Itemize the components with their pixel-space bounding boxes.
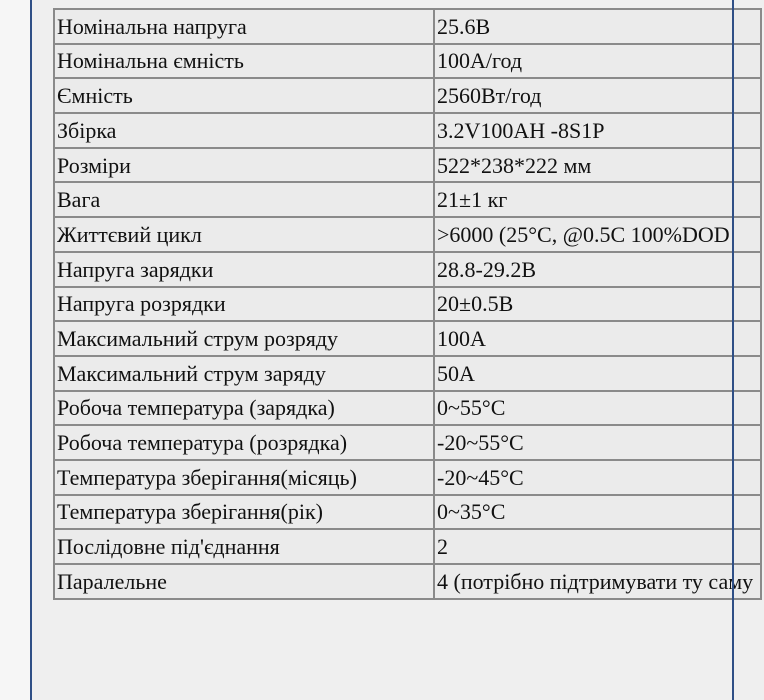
table-row: Напруга зарядки 28.8-29.2В bbox=[53, 250, 762, 288]
table-row: Розміри 522*238*222 мм bbox=[53, 146, 762, 184]
spec-value: 100А/год bbox=[433, 42, 762, 80]
spec-label: Максимальний струм заряду bbox=[53, 354, 435, 392]
table-row: Ємність 2560Вт/год bbox=[53, 77, 762, 115]
spec-label: Температура зберігання(рік) bbox=[53, 493, 435, 531]
spec-label: Температура зберігання(місяць) bbox=[53, 458, 435, 496]
spec-value: 28.8-29.2В bbox=[433, 250, 762, 288]
table-row: Послідовне під'єднання 2 bbox=[53, 528, 762, 565]
table-row: Максимальний струм розряду 100А bbox=[53, 320, 762, 357]
table-row: Температура зберігання(рік) 0~35°C bbox=[53, 493, 762, 531]
left-guide-line bbox=[30, 0, 32, 700]
spec-label: Послідовне під'єднання bbox=[53, 528, 435, 565]
right-guide-line bbox=[732, 0, 734, 700]
spec-value: 0~35°C bbox=[433, 493, 762, 531]
spec-value: >6000 (25°C, @0.5C 100%DOD bbox=[433, 216, 762, 253]
spec-label: Номінальна ємність bbox=[53, 42, 435, 80]
table-row: Життєвий цикл >6000 (25°C, @0.5C 100%DOD bbox=[53, 216, 762, 253]
spec-label: Напруга зарядки bbox=[53, 250, 435, 288]
spec-value: 3.2V100AH -8S1P bbox=[433, 112, 762, 149]
table-row: Напруга розрядки 20±0.5В bbox=[53, 285, 762, 323]
spec-value: 4 (потрібно підтримувати ту саму bbox=[433, 563, 762, 600]
spec-label: Максимальний струм розряду bbox=[53, 320, 435, 357]
spec-label: Розміри bbox=[53, 146, 435, 184]
spec-table: Номінальна напруга 25.6В Номінальна ємніст… bbox=[53, 8, 762, 600]
spec-value: 2560Вт/год bbox=[433, 77, 762, 115]
spec-value: 21±1 кг bbox=[433, 181, 762, 219]
spec-label: Напруга розрядки bbox=[53, 285, 435, 323]
table-row: Максимальний струм заряду 50А bbox=[53, 354, 762, 392]
spec-value: -20~45°C bbox=[433, 458, 762, 496]
spec-value: 100А bbox=[433, 320, 762, 357]
table-row: Температура зберігання(місяць) -20~45°C bbox=[53, 458, 762, 496]
spec-label: Збірка bbox=[53, 112, 435, 149]
table-row: Робоча температура (розрядка) -20~55°C bbox=[53, 424, 762, 461]
table-row: Номінальна ємність 100А/год bbox=[53, 42, 762, 80]
spec-value: 20±0.5В bbox=[433, 285, 762, 323]
table-row: Номінальна напруга 25.6В bbox=[53, 8, 762, 45]
table-row: Вага 21±1 кг bbox=[53, 181, 762, 219]
spec-value: 50А bbox=[433, 354, 762, 392]
spec-label: Життєвий цикл bbox=[53, 216, 435, 253]
table-row: Паралельне 4 (потрібно підтримувати ту са… bbox=[53, 563, 762, 600]
spec-label: Вага bbox=[53, 181, 435, 219]
spec-value: 2 bbox=[433, 528, 762, 565]
spec-value: 25.6В bbox=[433, 8, 762, 45]
spec-table-body: Номінальна напруга 25.6В Номінальна ємніст… bbox=[53, 8, 762, 600]
table-row: Робоча температура (зарядка) 0~55°C bbox=[53, 389, 762, 427]
spec-value: 0~55°C bbox=[433, 389, 762, 427]
table-row: Збірка 3.2V100AH -8S1P bbox=[53, 112, 762, 149]
spec-label: Паралельне bbox=[53, 563, 435, 600]
left-margin bbox=[0, 0, 30, 700]
spec-label: Робоча температура (розрядка) bbox=[53, 424, 435, 461]
spec-label: Ємність bbox=[53, 77, 435, 115]
spec-value: -20~55°C bbox=[433, 424, 762, 461]
spec-label: Робоча температура (зарядка) bbox=[53, 389, 435, 427]
spec-value: 522*238*222 мм bbox=[433, 146, 762, 184]
spec-label: Номінальна напруга bbox=[53, 8, 435, 45]
